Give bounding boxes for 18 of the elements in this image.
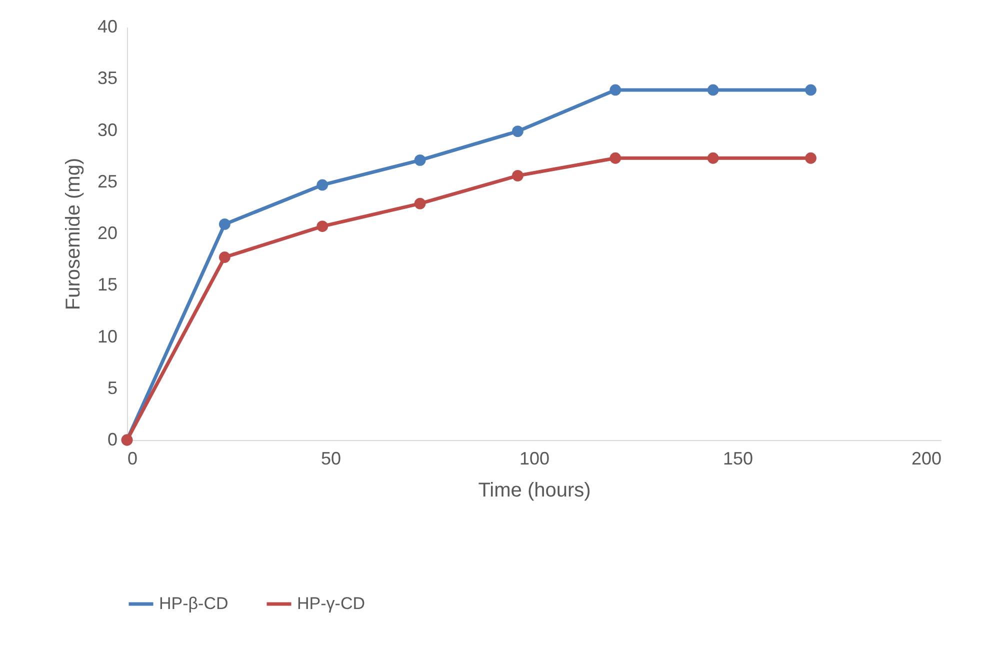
y-tick-label: 20 — [97, 223, 118, 243]
x-tick-label: 200 — [911, 448, 942, 468]
x-axis-title: Time (hours) — [478, 480, 591, 502]
x-tick-label: 150 — [722, 448, 754, 468]
y-tick-label: 30 — [97, 120, 118, 140]
y-tick-label: 25 — [97, 171, 118, 192]
x-tick-label: 0 — [128, 448, 138, 468]
y-tick-label: 40 — [97, 16, 118, 36]
x-tick-label: 100 — [519, 448, 550, 468]
y-tick-label: 15 — [97, 274, 118, 295]
y-tick-label: 5 — [107, 378, 118, 398]
y-tick-label: 10 — [97, 326, 118, 346]
x-tick-label: 50 — [320, 448, 342, 468]
legend-label: HP-β-CD — [159, 594, 228, 613]
y-axis-title: Furosemide (mg) — [62, 158, 84, 310]
y-tick-label: 35 — [97, 68, 118, 88]
y-tick-label: 0 — [107, 430, 118, 450]
legend-label: HP-γ-CD — [297, 594, 365, 613]
